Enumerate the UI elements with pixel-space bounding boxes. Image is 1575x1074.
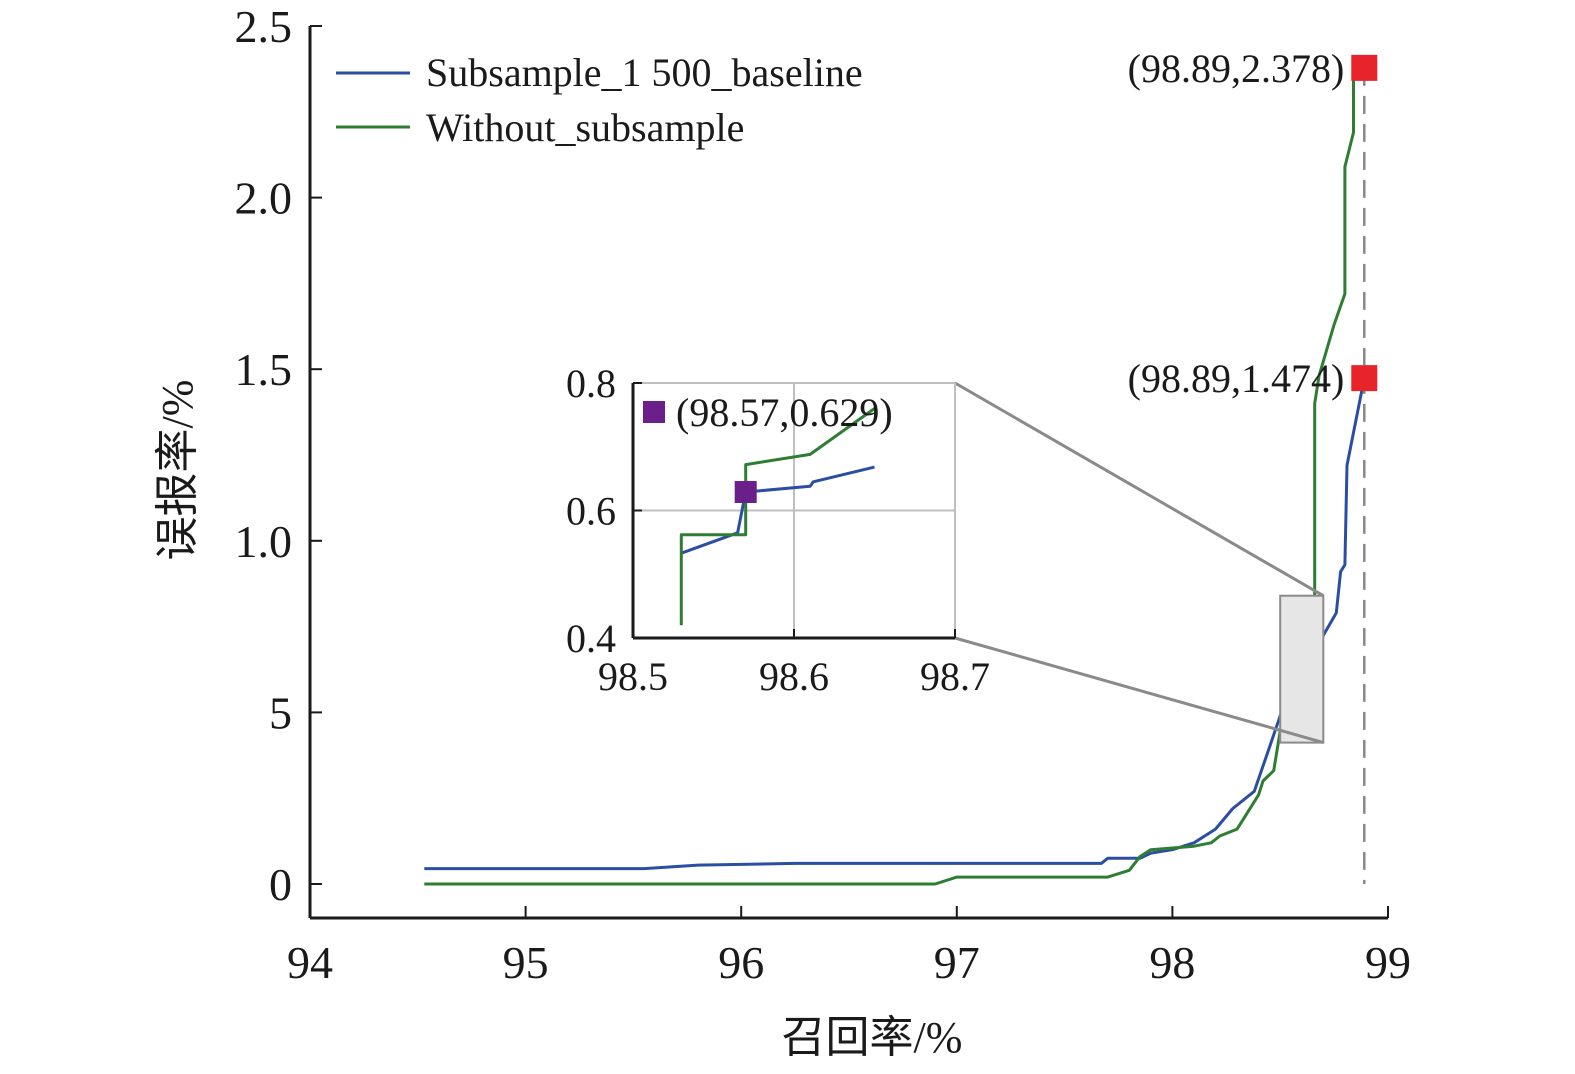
main-plot: 94 95 96 97 98 99 0 5 1.0 1.5 2.0 2.5 (98.89,2.378)… (235, 1, 1412, 988)
inset-x-tick-label: 98.5 (598, 654, 668, 699)
inset-x-tick-label: 98.6 (759, 654, 829, 699)
y-tick-label: 1.5 (235, 344, 293, 395)
x-tick-label: 95 (503, 937, 549, 988)
zoom-connector-top (954, 381, 1325, 598)
highlight-marker (1351, 365, 1378, 392)
legend-label-without-subsample: Without_subsample (426, 105, 744, 150)
main-series-layer (424, 66, 1366, 886)
y-tick-label: 1.0 (235, 516, 293, 567)
inset-marker (734, 481, 757, 504)
inset-axes: 98.5 98.6 98.7 0.4 0.6 0.8 (566, 361, 990, 699)
legend-label-subsample-baseline: Subsample_1 500_baseline (426, 50, 863, 95)
x-axis-title: 召回率/% (782, 1013, 963, 1062)
inset-x-tick-label: 98.7 (920, 654, 990, 699)
series-line-subsample-baseline (424, 377, 1366, 871)
y-tick-label: 2.0 (235, 173, 293, 224)
main-markers-layer: (98.89,2.378) (98.89,1.474) (1128, 46, 1378, 401)
main-axes: 94 95 96 97 98 99 0 5 1.0 1.5 2.0 2.5 (235, 1, 1412, 988)
zoom-region-layer (954, 381, 1325, 745)
legend: Subsample_1 500_baseline Without_subsamp… (336, 50, 863, 150)
x-tick-label: 94 (287, 937, 333, 988)
x-tick-label: 96 (718, 937, 764, 988)
x-tick-label: 98 (1149, 937, 1195, 988)
zoom-connector-bottom (954, 636, 1324, 745)
y-tick-label: 2.5 (235, 1, 293, 52)
inset-y-tick-label: 0.8 (566, 361, 616, 406)
x-tick-label: 97 (934, 937, 980, 988)
y-tick-label: 0 (269, 859, 292, 910)
highlight-marker-label: (98.89,2.378) (1128, 46, 1345, 91)
x-tick-label: 99 (1365, 937, 1411, 988)
highlight-marker (1351, 54, 1378, 81)
series-line-without-subsample (424, 66, 1365, 886)
inset-y-tick-label: 0.4 (566, 616, 616, 661)
inset-legend-swatch (643, 401, 665, 423)
highlight-marker-label: (98.89,1.474) (1128, 356, 1345, 401)
inset-y-tick-label: 0.6 (566, 489, 616, 534)
inset-plot: 98.5 98.6 98.7 0.4 0.6 0.8 (98.57,0.629) (566, 361, 990, 699)
zoom-region-box (1279, 594, 1325, 744)
y-axis-title: 误报率/% (153, 380, 202, 561)
inset-marker-label: (98.57,0.629) (676, 390, 893, 435)
y-tick-label: 5 (269, 687, 292, 738)
inset-markers-layer: (98.57,0.629) (643, 390, 893, 504)
